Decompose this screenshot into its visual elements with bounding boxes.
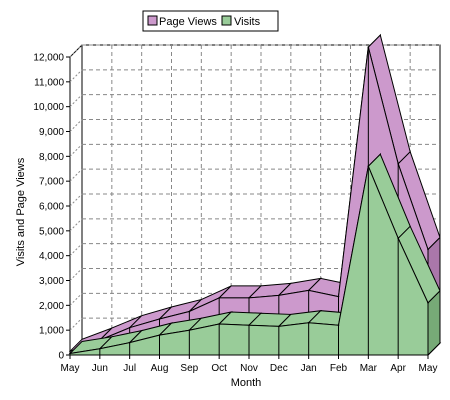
y-tick-label: 6,000: [39, 202, 64, 213]
data-point: [397, 162, 399, 165]
data-point: [337, 295, 340, 298]
legend-swatch-visits: [221, 15, 232, 26]
data-point: [218, 297, 220, 299]
data-point: [69, 352, 71, 355]
x-axis-title: Month: [231, 377, 262, 389]
area-end-face: [427, 289, 441, 357]
data-point: [158, 318, 161, 320]
x-tick-label: Nov: [240, 363, 258, 374]
legend-label-page-views: Page Views: [159, 16, 217, 28]
y-tick-label: 7,000: [39, 177, 64, 188]
data-point: [397, 237, 399, 240]
data-point: [278, 294, 280, 297]
y-tick-label: 9,000: [39, 127, 64, 138]
data-point: [248, 297, 250, 299]
y-tick-label: 11,000: [34, 77, 64, 88]
gridline-side: [69, 143, 83, 157]
series-visits: [68, 152, 441, 357]
data-point: [278, 325, 280, 328]
gridline-side: [69, 168, 83, 182]
gridline-side: [69, 218, 83, 232]
x-tick-label: Jun: [92, 363, 108, 374]
data-point: [188, 310, 191, 313]
legend-label-visits: Visits: [234, 16, 261, 28]
x-tick-label: May: [419, 363, 438, 374]
gridline-side: [69, 243, 83, 257]
y-tick-label: 12,000: [33, 53, 64, 64]
x-tick-label: May: [61, 363, 80, 374]
y-tick-label: 0: [58, 351, 64, 362]
x-tick-label: Aug: [151, 363, 169, 374]
x-tick-label: Dec: [270, 363, 288, 374]
x-tick-label: Jul: [123, 363, 136, 374]
gridline-side: [69, 193, 83, 207]
data-point: [427, 302, 429, 304]
x-tick-label: Apr: [390, 363, 406, 374]
gridline-side: [69, 44, 83, 58]
data-point: [367, 46, 370, 48]
y-tick-label: 1,000: [39, 326, 64, 337]
y-tick-label: 5,000: [39, 226, 64, 237]
gridline-side: [69, 94, 83, 108]
gridline-side: [69, 119, 83, 132]
data-point: [307, 321, 310, 324]
x-axis: May Jun Jul Aug Sep Oct Nov Dec Jan Feb Mar Apr May: [61, 355, 438, 374]
data-point: [69, 350, 71, 353]
data-point: [99, 347, 101, 350]
data-point: [367, 165, 370, 168]
data-point: [337, 324, 340, 327]
series-areas: [68, 33, 441, 357]
data-point: [128, 326, 131, 329]
x-tick-label: Feb: [330, 363, 348, 374]
y-tick-label: 10,000: [33, 102, 64, 113]
data-point: [427, 248, 429, 251]
y-tick-label: 8,000: [39, 152, 64, 163]
x-tick-label: Mar: [360, 363, 378, 374]
y-tick-label: 4,000: [39, 251, 64, 262]
legend-box: [142, 10, 279, 32]
x-tick-label: Jan: [301, 363, 317, 374]
y-axis: 0 1,000 2,000 3,000 4,000 5,000 6,000 7,000 8,00…: [33, 53, 70, 362]
gridline-side: [69, 292, 83, 306]
gridline-side: [69, 317, 83, 331]
gridline-side: [69, 69, 83, 83]
y-tick-label: 3,000: [39, 276, 64, 287]
y-axis-title: Visits and Page Views: [15, 157, 27, 266]
data-point: [248, 324, 250, 327]
area-front-face: [69, 164, 429, 356]
y-tick-label: 2,000: [39, 301, 64, 312]
legend-swatch-page-views: [147, 15, 158, 26]
data-point: [307, 289, 310, 292]
data-point: [218, 323, 220, 325]
legend: Page Views Visits: [142, 10, 279, 32]
x-tick-label: Sep: [180, 363, 198, 374]
data-point: [188, 329, 191, 331]
x-tick-label: Oct: [211, 363, 227, 374]
data-point: [128, 341, 131, 344]
data-point: [158, 334, 161, 336]
gridline-side: [69, 268, 83, 281]
